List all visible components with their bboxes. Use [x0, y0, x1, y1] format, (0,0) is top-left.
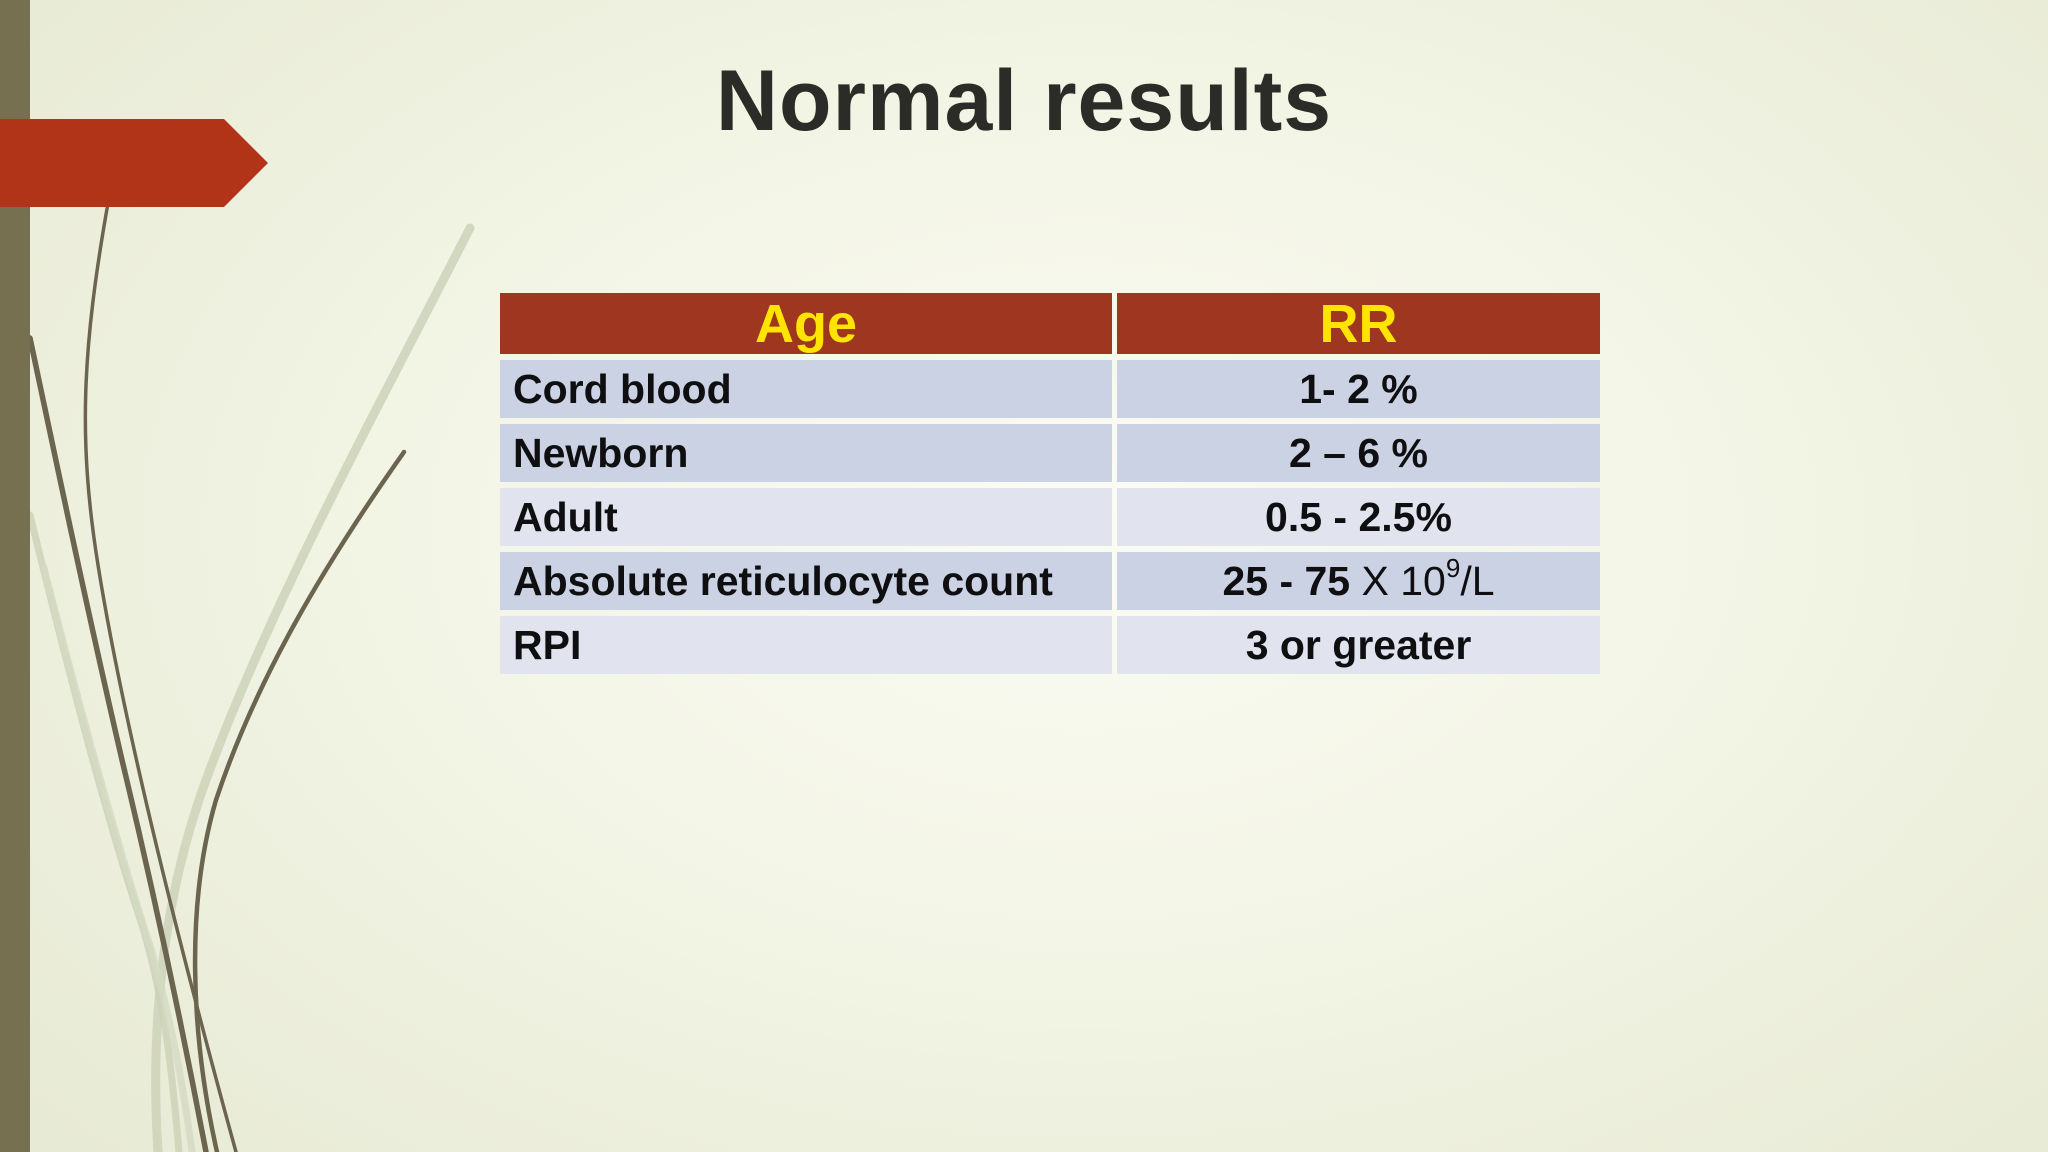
- age-cell: Cord blood: [500, 360, 1112, 418]
- normal-results-table: Age RR Cord blood 1- 2 % Newborn 2 – 6 %…: [500, 293, 1600, 674]
- rr-value: 25 - 75: [1222, 558, 1351, 604]
- table-row: Adult 0.5 - 2.5%: [500, 488, 1600, 546]
- rr-value: 0.5 - 2.5%: [1265, 494, 1452, 540]
- rr-cell: 25 - 75 X 109/L: [1117, 552, 1600, 610]
- age-cell: Absolute reticulocyte count: [500, 552, 1112, 610]
- age-cell: Newborn: [500, 424, 1112, 482]
- header-cell-age: Age: [500, 293, 1112, 354]
- rr-unit-end: /L: [1460, 558, 1495, 604]
- table-row: RPI 3 or greater: [500, 616, 1600, 674]
- red-accent-arrow: [0, 119, 268, 207]
- slide-title: Normal results: [715, 53, 1333, 149]
- rr-unit: X 10: [1350, 558, 1446, 604]
- table-row: Cord blood 1- 2 %: [500, 360, 1600, 418]
- rr-value: 1- 2 %: [1299, 366, 1418, 412]
- rr-value: 3 or greater: [1245, 622, 1472, 668]
- table-row: Absolute reticulocyte count 25 - 75 X 10…: [500, 552, 1600, 610]
- rr-cell: 1- 2 %: [1117, 360, 1600, 418]
- header-cell-rr: RR: [1117, 293, 1600, 354]
- rr-cell: 3 or greater: [1117, 616, 1600, 674]
- table-header-row: Age RR: [500, 293, 1600, 354]
- rr-cell: 0.5 - 2.5%: [1117, 488, 1600, 546]
- age-cell: RPI: [500, 616, 1112, 674]
- age-cell: Adult: [500, 488, 1112, 546]
- rr-exponent: 9: [1445, 553, 1461, 583]
- rr-cell: 2 – 6 %: [1117, 424, 1600, 482]
- rr-value: 2 – 6 %: [1288, 430, 1429, 476]
- table-row: Newborn 2 – 6 %: [500, 424, 1600, 482]
